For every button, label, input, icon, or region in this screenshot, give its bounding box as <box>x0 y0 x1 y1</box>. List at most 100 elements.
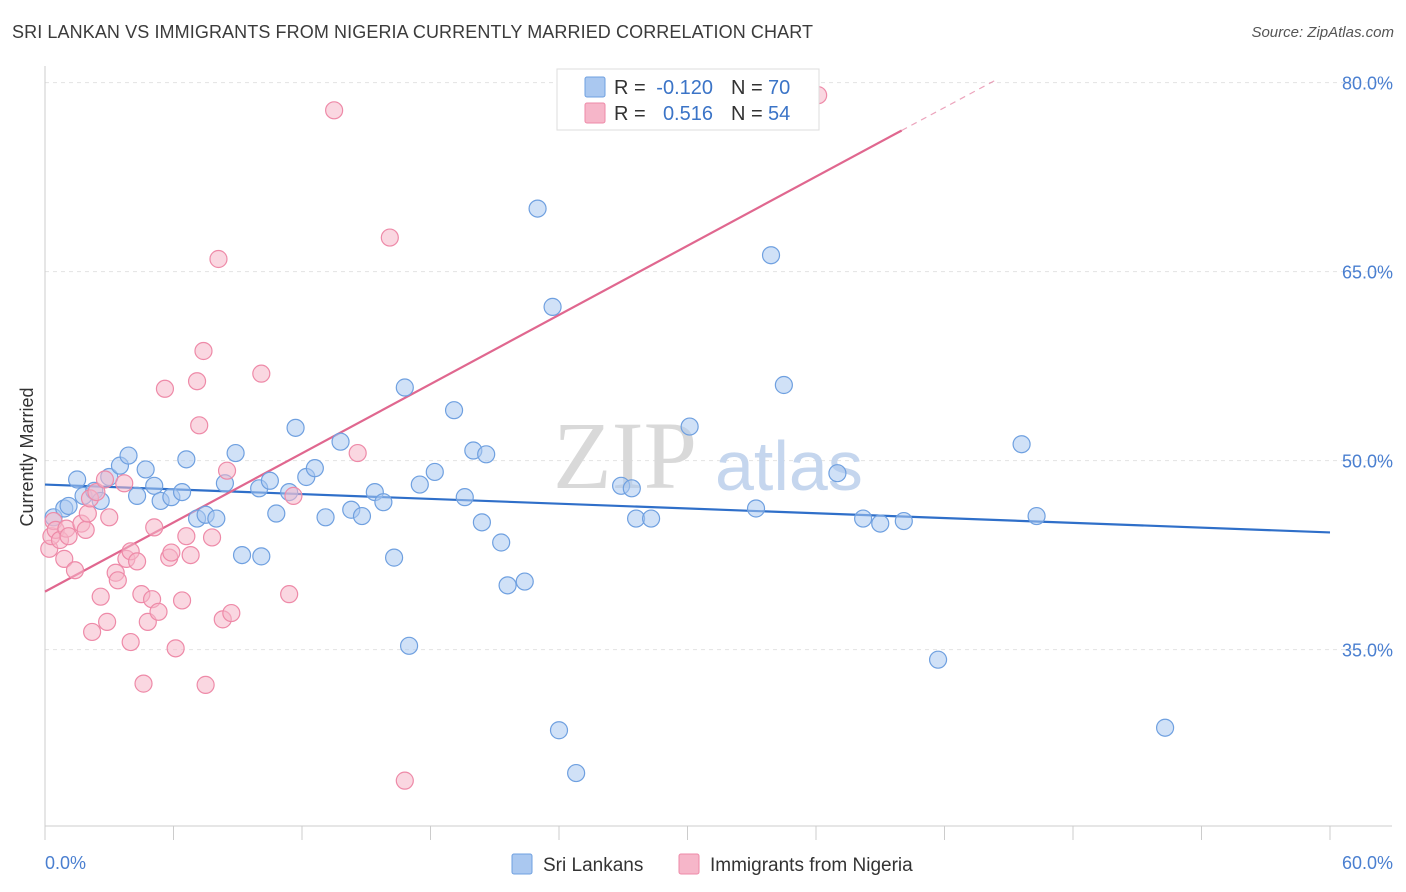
y-tick-label: 65.0% <box>1342 263 1393 283</box>
legend-n-value: 54 <box>768 103 790 125</box>
data-point <box>567 763 586 783</box>
grid-lines <box>45 82 1392 651</box>
data-point <box>134 674 153 693</box>
legend-swatch-sri-lankans <box>584 76 606 98</box>
data-point <box>498 576 517 595</box>
data-point <box>232 545 252 565</box>
trend-line <box>44 129 903 593</box>
data-point <box>202 528 222 547</box>
data-point <box>528 199 547 218</box>
data-point <box>286 418 305 437</box>
data-point <box>226 443 245 463</box>
data-point <box>217 461 237 480</box>
data-point <box>136 460 155 479</box>
data-point <box>622 479 641 498</box>
bottom-legend-label-sri-lankans: Sri Lankans <box>543 855 643 876</box>
data-point <box>395 771 414 790</box>
data-point <box>260 471 279 490</box>
data-point <box>172 591 192 610</box>
y-tick-labels: 35.0% 50.0% 65.0% 80.0% <box>1342 74 1393 661</box>
data-points <box>40 86 1175 790</box>
data-point <box>115 474 134 493</box>
data-point <box>108 571 127 590</box>
bottom-legend-item-nigeria[interactable]: Immigrants from Nigeria <box>678 853 913 876</box>
bottom-legend-swatch-sri-lankans <box>511 853 533 875</box>
data-point <box>543 297 562 316</box>
data-point <box>196 675 215 694</box>
data-point <box>187 372 207 391</box>
trend-line-extension <box>901 78 999 132</box>
data-point <box>59 496 78 516</box>
legend-swatch-nigeria <box>584 102 606 124</box>
data-point <box>399 636 419 655</box>
data-point <box>194 341 213 361</box>
data-point <box>100 508 119 527</box>
data-point <box>894 511 913 531</box>
data-point <box>928 650 948 669</box>
x-tick-label: 60.0% <box>1342 853 1393 873</box>
y-tick-label: 80.0% <box>1342 74 1393 94</box>
data-point <box>492 533 511 552</box>
data-point <box>119 446 138 465</box>
data-point <box>155 379 175 398</box>
data-point <box>425 462 444 482</box>
data-point <box>515 572 534 591</box>
data-point <box>98 612 117 631</box>
data-point <box>95 470 115 489</box>
source-label: Source: ZipAtlas.com <box>1251 24 1394 41</box>
bottom-legend-label-nigeria: Immigrants from Nigeria <box>710 855 913 876</box>
data-point <box>252 547 271 566</box>
data-point <box>252 364 271 383</box>
data-point <box>209 249 228 269</box>
data-point <box>871 514 890 533</box>
data-point <box>65 561 85 580</box>
data-point <box>190 416 209 435</box>
legend-row-sri-lankans[interactable]: R = -0.120 N = 70 <box>584 76 790 99</box>
data-point <box>127 486 147 505</box>
x-tick-labels: 0.0% 60.0% <box>45 853 1393 873</box>
data-point <box>55 549 74 568</box>
data-point <box>316 508 335 527</box>
data-point <box>384 548 404 567</box>
data-point <box>854 509 873 528</box>
data-point <box>325 101 344 120</box>
data-point <box>380 228 399 247</box>
bottom-legend-swatch-nigeria <box>678 853 700 875</box>
series-nigeria <box>40 86 828 790</box>
data-point <box>1027 506 1046 526</box>
data-point <box>1155 718 1175 737</box>
data-point <box>352 506 372 526</box>
data-point <box>127 552 147 571</box>
data-point <box>549 721 569 740</box>
data-point <box>207 509 226 528</box>
legend-row-nigeria[interactable]: R = 0.516 N = 54 <box>584 102 790 125</box>
legend-r-value: -0.120 <box>656 77 713 99</box>
data-point <box>1012 435 1031 454</box>
y-tick-label: 50.0% <box>1342 452 1393 472</box>
legend-box: R = -0.120 N = 70 R = 0.516 N = 54 <box>556 68 820 131</box>
y-tick-label: 35.0% <box>1342 641 1393 661</box>
data-point <box>177 527 196 546</box>
data-point <box>774 375 793 395</box>
trend-lines <box>44 78 1331 593</box>
legend-n-label: N = <box>731 77 763 99</box>
series-sri-lankans <box>44 199 1175 783</box>
chart-title: SRI LANKAN VS IMMIGRANTS FROM NIGERIA CU… <box>12 22 814 42</box>
data-point <box>761 246 781 265</box>
data-point <box>91 587 110 606</box>
legend-r-value: 0.516 <box>663 103 713 125</box>
y-axis-title: Currently Married <box>17 387 37 526</box>
data-point <box>83 622 102 642</box>
bottom-legend-item-sri-lankans[interactable]: Sri Lankans <box>511 853 643 876</box>
legend-n-value: 70 <box>768 77 790 99</box>
data-point <box>59 527 78 546</box>
data-point <box>374 493 393 512</box>
data-point <box>284 486 303 505</box>
legend-r-label: R = <box>614 77 646 99</box>
data-point <box>121 632 140 652</box>
data-point <box>181 545 200 565</box>
data-point <box>746 499 766 518</box>
legend-r-label: R = <box>614 103 646 125</box>
data-point <box>410 475 429 494</box>
